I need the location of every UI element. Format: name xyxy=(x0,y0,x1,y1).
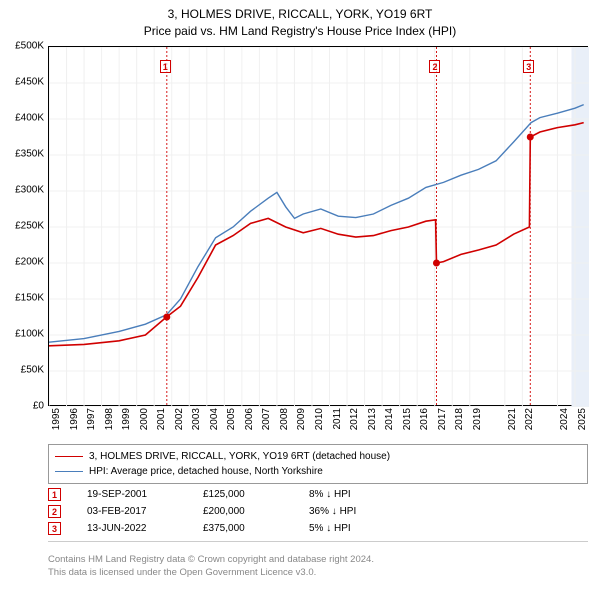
x-tick-label: 2008 xyxy=(279,408,290,438)
title-line-1: 3, HOLMES DRIVE, RICCALL, YORK, YO19 6RT xyxy=(0,6,600,23)
event-hpi-delta: 36% ↓ HPI xyxy=(309,506,399,517)
x-tick-label: 2004 xyxy=(209,408,220,438)
x-tick-label: 2000 xyxy=(139,408,150,438)
x-tick-label: 2006 xyxy=(244,408,255,438)
x-tick-label: 2003 xyxy=(191,408,202,438)
x-tick-label: 2022 xyxy=(524,408,535,438)
event-date: 19-SEP-2001 xyxy=(87,489,177,500)
attribution: Contains HM Land Registry data © Crown c… xyxy=(48,554,588,580)
x-tick-label: 2015 xyxy=(402,408,413,438)
y-tick-label: £150K xyxy=(15,293,44,304)
chart-plot-area xyxy=(48,46,588,406)
legend-item-hpi: HPI: Average price, detached house, Nort… xyxy=(55,464,581,479)
x-tick-label: 2013 xyxy=(367,408,378,438)
y-tick-label: £500K xyxy=(15,41,44,52)
x-tick-label: 2002 xyxy=(174,408,185,438)
sale-events-table: 1 19-SEP-2001 £125,000 8% ↓ HPI 2 03-FEB… xyxy=(48,486,588,542)
x-tick-label: 2025 xyxy=(577,408,588,438)
event-marker-3: 3 xyxy=(48,522,61,535)
event-date: 03-FEB-2017 xyxy=(87,506,177,517)
event-hpi-delta: 8% ↓ HPI xyxy=(309,489,399,500)
y-tick-label: £250K xyxy=(15,221,44,232)
legend: 3, HOLMES DRIVE, RICCALL, YORK, YO19 6RT… xyxy=(48,444,588,484)
attribution-line-2: This data is licensed under the Open Gov… xyxy=(48,567,588,580)
y-tick-label: £200K xyxy=(15,257,44,268)
sale-event-row: 1 19-SEP-2001 £125,000 8% ↓ HPI xyxy=(48,486,588,503)
x-tick-label: 2014 xyxy=(384,408,395,438)
legend-swatch xyxy=(55,456,83,457)
y-tick-label: £300K xyxy=(15,185,44,196)
sale-event-row: 2 03-FEB-2017 £200,000 36% ↓ HPI xyxy=(48,503,588,520)
chart-title: 3, HOLMES DRIVE, RICCALL, YORK, YO19 6RT… xyxy=(0,0,600,40)
x-tick-label: 2024 xyxy=(559,408,570,438)
event-price: £125,000 xyxy=(203,489,283,500)
event-hpi-delta: 5% ↓ HPI xyxy=(309,523,399,534)
y-tick-label: £400K xyxy=(15,113,44,124)
y-tick-label: £100K xyxy=(15,329,44,340)
x-tick-label: 1999 xyxy=(121,408,132,438)
x-tick-label: 2009 xyxy=(296,408,307,438)
x-tick-label: 2010 xyxy=(314,408,325,438)
event-marker-2: 2 xyxy=(48,505,61,518)
event-price: £200,000 xyxy=(203,506,283,517)
sale-marker-3: 3 xyxy=(523,60,534,73)
x-tick-label: 2019 xyxy=(472,408,483,438)
x-tick-label: 2018 xyxy=(454,408,465,438)
y-tick-label: £50K xyxy=(21,365,44,376)
legend-swatch xyxy=(55,471,83,472)
x-tick-label: 1995 xyxy=(51,408,62,438)
x-tick-label: 2012 xyxy=(349,408,360,438)
legend-label: 3, HOLMES DRIVE, RICCALL, YORK, YO19 6RT… xyxy=(89,449,390,464)
x-tick-label: 2005 xyxy=(226,408,237,438)
title-line-2: Price paid vs. HM Land Registry's House … xyxy=(0,23,600,40)
sale-marker-1: 1 xyxy=(160,60,171,73)
x-tick-label: 2016 xyxy=(419,408,430,438)
y-tick-label: £450K xyxy=(15,77,44,88)
x-tick-label: 2001 xyxy=(156,408,167,438)
x-tick-label: 1997 xyxy=(86,408,97,438)
sale-event-row: 3 13-JUN-2022 £375,000 5% ↓ HPI xyxy=(48,520,588,537)
x-tick-label: 1996 xyxy=(69,408,80,438)
y-tick-label: £350K xyxy=(15,149,44,160)
x-tick-label: 1998 xyxy=(104,408,115,438)
x-tick-label: 2011 xyxy=(332,408,343,438)
attribution-line-1: Contains HM Land Registry data © Crown c… xyxy=(48,554,588,567)
event-date: 13-JUN-2022 xyxy=(87,523,177,534)
x-tick-label: 2007 xyxy=(261,408,272,438)
x-tick-label: 2017 xyxy=(437,408,448,438)
legend-label: HPI: Average price, detached house, Nort… xyxy=(89,464,323,479)
event-marker-1: 1 xyxy=(48,488,61,501)
legend-item-price-paid: 3, HOLMES DRIVE, RICCALL, YORK, YO19 6RT… xyxy=(55,449,581,464)
x-tick-label: 2021 xyxy=(507,408,518,438)
event-price: £375,000 xyxy=(203,523,283,534)
sale-marker-2: 2 xyxy=(429,60,440,73)
y-tick-label: £0 xyxy=(33,401,44,412)
